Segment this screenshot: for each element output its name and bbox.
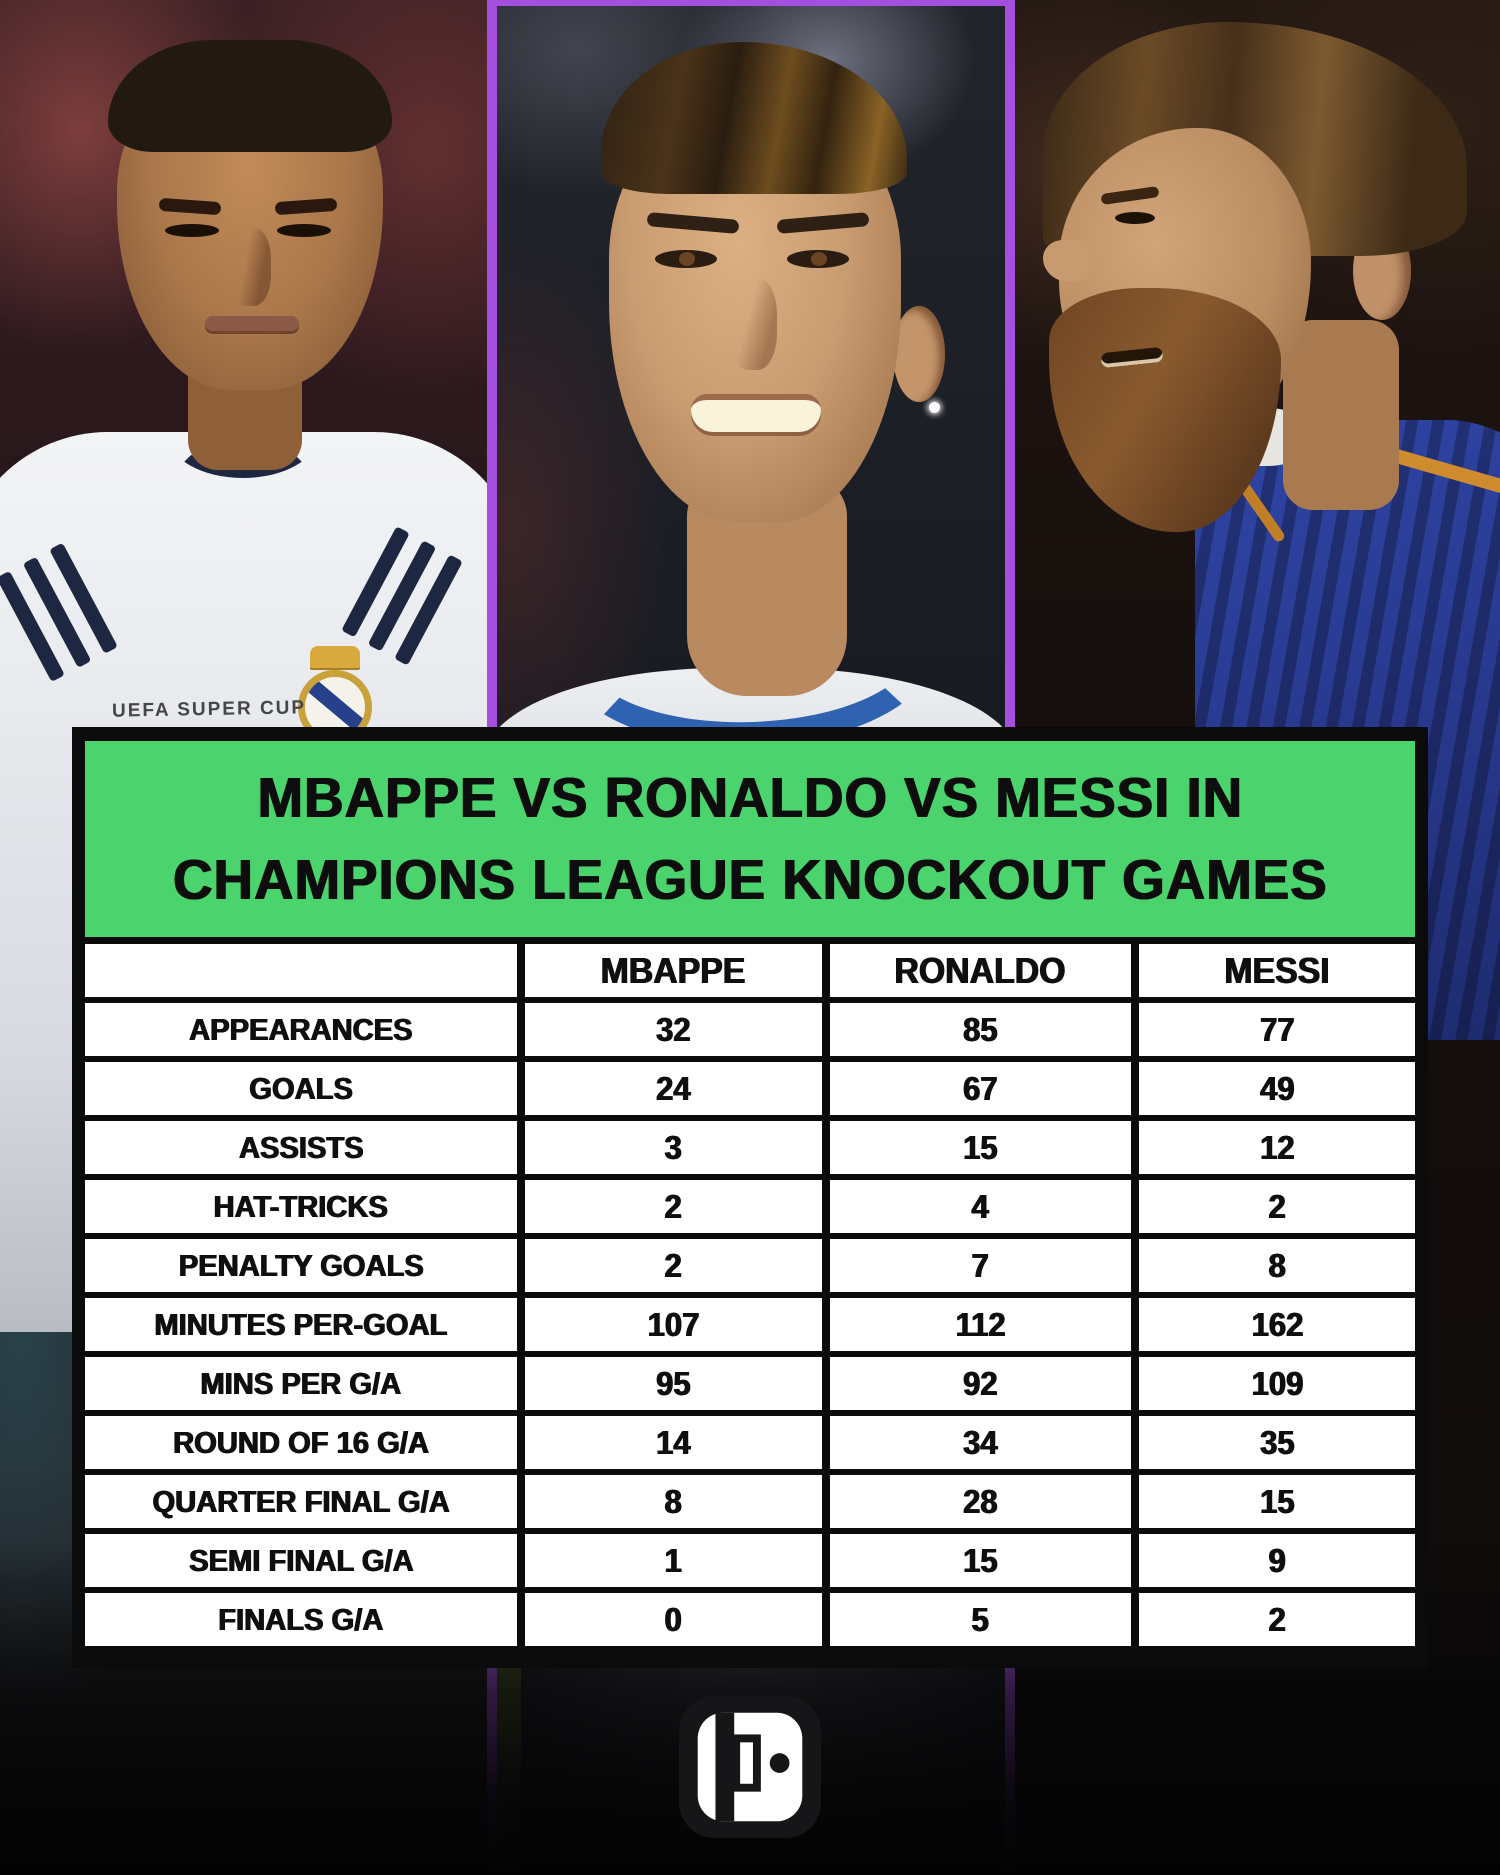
column-header-mbappe: MBAPPE: [525, 944, 822, 997]
column-header-messi: MESSI: [1139, 944, 1415, 997]
row-label: APPEARANCES: [85, 1003, 518, 1056]
ronaldo-smile: [691, 394, 821, 432]
row-label: MINUTES PER-GOAL: [85, 1298, 518, 1351]
stat-value: 162: [1139, 1298, 1415, 1351]
stat-value: 34: [829, 1416, 1132, 1469]
stat-value: 49: [1139, 1062, 1415, 1115]
mbappe-jersey-collar: [168, 392, 318, 478]
stat-value: 85: [829, 1003, 1132, 1056]
row-label: ROUND OF 16 G/A: [85, 1416, 518, 1469]
title-banner: MBAPPE VS RONALDO VS MESSI IN CHAMPIONS …: [85, 741, 1415, 937]
row-label: HAT-TRICKS: [85, 1180, 518, 1233]
stat-value: 95: [525, 1357, 822, 1410]
planet-football-logo-icon: [676, 1692, 824, 1842]
jersey-text: UEFA SUPER CUP: [111, 697, 307, 722]
row-label: ASSISTS: [85, 1121, 518, 1174]
stat-value: 14: [525, 1416, 822, 1469]
stat-value: 2: [525, 1180, 822, 1233]
stat-value: 8: [1139, 1239, 1415, 1292]
stat-value: 7: [829, 1239, 1132, 1292]
stats-panel: MBAPPE VS RONALDO VS MESSI IN CHAMPIONS …: [72, 727, 1428, 1668]
stat-value: 15: [829, 1534, 1132, 1587]
row-label: MINS PER G/A: [85, 1357, 518, 1410]
stat-value: 2: [525, 1239, 822, 1292]
stat-value: 92: [829, 1357, 1132, 1410]
stat-value: 109: [1139, 1357, 1415, 1410]
stat-value: 67: [829, 1062, 1132, 1115]
row-label: QUARTER FINAL G/A: [85, 1475, 518, 1528]
stat-value: 32: [525, 1003, 822, 1056]
stat-value: 12: [1139, 1121, 1415, 1174]
stat-value: 24: [525, 1062, 822, 1115]
stat-value: 9: [1139, 1534, 1415, 1587]
stats-table: MBAPPE RONALDO MESSI APPEARANCES 32 85 77 GOALS…: [85, 944, 1415, 1646]
stat-value: 15: [1139, 1475, 1415, 1528]
stat-value: 77: [1139, 1003, 1415, 1056]
title-line-1: MBAPPE VS RONALDO VS MESSI IN: [257, 766, 1243, 830]
title-line-2: CHAMPIONS LEAGUE KNOCKOUT GAMES: [172, 848, 1328, 912]
ronaldo-ear: [893, 306, 945, 402]
stat-value: 3: [525, 1121, 822, 1174]
stat-value: 35: [1139, 1416, 1415, 1469]
stat-value: 112: [829, 1298, 1132, 1351]
messi-neck: [1283, 320, 1399, 510]
stat-value: 15: [829, 1121, 1132, 1174]
stat-value: 4: [829, 1180, 1132, 1233]
stat-value: 0: [525, 1593, 822, 1646]
row-label: FINALS G/A: [85, 1593, 518, 1646]
stat-value: 5: [829, 1593, 1132, 1646]
corner-cell: [85, 944, 518, 997]
stat-value: 2: [1139, 1593, 1415, 1646]
mbappe-hair: [108, 40, 392, 152]
ronaldo-hair: [601, 42, 907, 194]
row-label: GOALS: [85, 1062, 518, 1115]
row-label: PENALTY GOALS: [85, 1239, 518, 1292]
stat-value: 1: [525, 1534, 822, 1587]
stat-value: 28: [829, 1475, 1132, 1528]
earring-icon: [929, 402, 940, 413]
stat-value: 2: [1139, 1180, 1415, 1233]
row-label: SEMI FINAL G/A: [85, 1534, 518, 1587]
stat-value: 8: [525, 1475, 822, 1528]
column-header-ronaldo: RONALDO: [829, 944, 1132, 997]
stat-value: 107: [525, 1298, 822, 1351]
